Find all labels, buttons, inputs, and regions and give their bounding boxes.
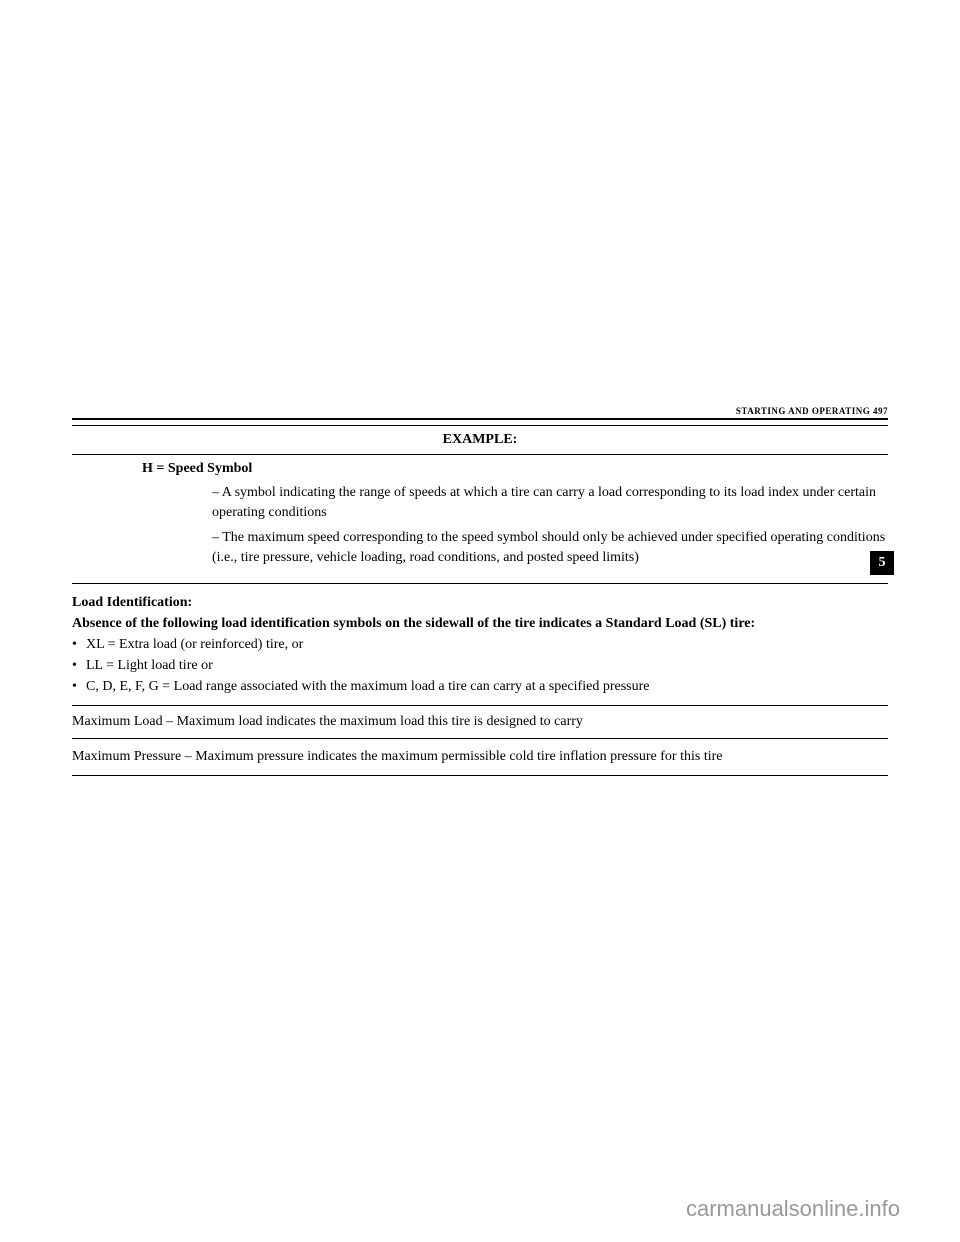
header-rule: STARTING AND OPERATING 497 (72, 418, 888, 426)
load-bullet-3: C, D, E, F, G = Load range associated wi… (72, 676, 888, 697)
load-id-intro: Absence of the following load identifica… (72, 613, 888, 634)
speed-desc-2: – The maximum speed corresponding to the… (212, 528, 888, 567)
load-id-title: Load Identification: (72, 592, 888, 613)
max-load-label: Maximum Load (72, 714, 163, 729)
speed-desc-1: – A symbol indicating the range of speed… (212, 483, 888, 522)
speed-symbol-label: H = Speed Symbol (142, 461, 888, 477)
watermark: carmanualsonline.info (686, 1196, 900, 1222)
speed-symbol-descriptions: – A symbol indicating the range of speed… (142, 477, 888, 567)
max-load-section: Maximum Load – Maximum load indicates th… (72, 706, 888, 739)
section-name: STARTING AND OPERATING (736, 406, 870, 416)
max-pressure-label: Maximum Pressure (72, 749, 181, 764)
max-pressure-text: – Maximum pressure indicates the maximum… (181, 749, 722, 764)
max-pressure-section: Maximum Pressure – Maximum pressure indi… (72, 739, 888, 776)
load-bullet-1: XL = Extra load (or reinforced) tire, or (72, 634, 888, 655)
page-tab: 5 (870, 551, 894, 575)
table-header: EXAMPLE: (72, 426, 888, 455)
load-id-bullets: XL = Extra load (or reinforced) tire, or… (72, 634, 888, 697)
header-section-page: STARTING AND OPERATING 497 (736, 406, 888, 416)
max-load-text: – Maximum load indicates the maximum loa… (163, 714, 583, 729)
page-content: STARTING AND OPERATING 497 EXAMPLE: H = … (72, 418, 888, 776)
speed-symbol-section: H = Speed Symbol – A symbol indicating t… (72, 455, 888, 584)
load-identification-section: Load Identification: Absence of the foll… (72, 584, 888, 706)
load-bullet-2: LL = Light load tire or (72, 655, 888, 676)
page-number: 497 (873, 406, 888, 416)
